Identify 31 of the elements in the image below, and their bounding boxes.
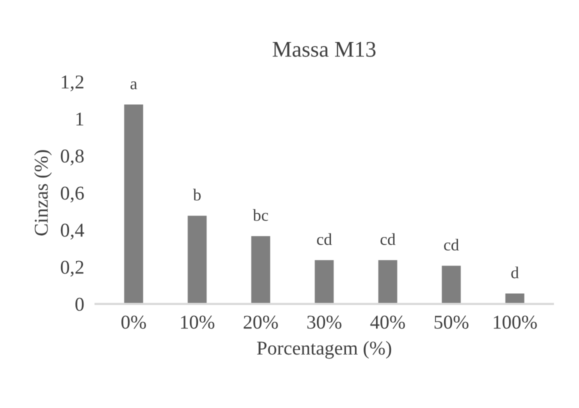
x-tick-label: 100%: [494, 316, 537, 329]
annotation: cd: [444, 238, 459, 251]
y-tick-label: 0,8: [60, 150, 84, 166]
x-axis-title: Porcentagem (%): [257, 341, 392, 359]
y-axis-title: Cinzas (%): [34, 150, 52, 236]
bar: [186, 214, 208, 304]
chart-title: Massa M13: [272, 42, 376, 57]
x-tick-label: 20%: [244, 316, 278, 329]
annotation: cd: [380, 233, 396, 245]
bar: [504, 292, 526, 304]
bar: [313, 258, 336, 304]
y-tick-label: 0,2: [60, 260, 84, 277]
x-tick-label: 30%: [307, 316, 342, 329]
annotation: b: [193, 188, 201, 201]
x-tick-label: 50%: [434, 316, 468, 329]
annotation: bc: [252, 209, 268, 221]
bar: [440, 264, 462, 304]
y-tick-label: 1: [76, 112, 84, 126]
bar: [250, 234, 272, 304]
annotation: d: [511, 266, 519, 278]
y-tick-label: 0: [75, 298, 84, 311]
annotation: a: [130, 81, 138, 90]
x-tick-label: 10%: [181, 316, 214, 329]
bar: [122, 103, 145, 304]
y-tick-label: 0,4: [60, 224, 84, 240]
y-tick-label: 1,2: [62, 75, 84, 92]
x-tick-label: 0%: [121, 316, 146, 329]
x-tick-label: 40%: [370, 316, 405, 329]
bar: [376, 258, 399, 304]
y-tick-label: 0,6: [60, 186, 84, 203]
annotation: cd: [317, 233, 332, 245]
